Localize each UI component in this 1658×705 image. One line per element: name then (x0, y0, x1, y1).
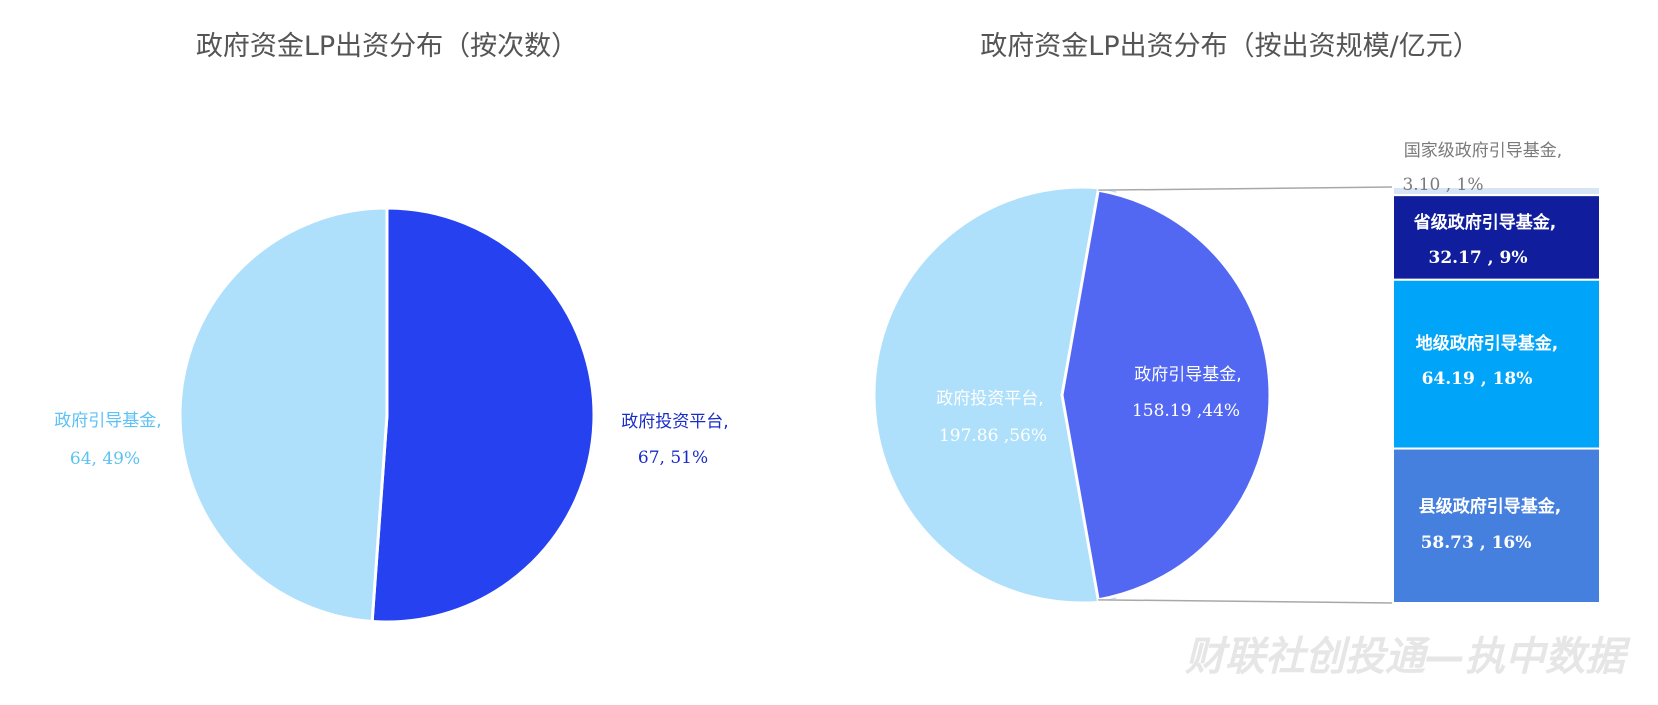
bar-label-national-name: 国家级政府引导基金, (1404, 141, 1562, 161)
pie2-slice-guide-fund (1060, 188, 1272, 602)
connector-top (1098, 186, 1394, 191)
bar-label-county-name: 县级政府引导基金, (1419, 496, 1561, 517)
bar-label-provincial-name: 省级政府引导基金, (1413, 212, 1556, 233)
pie2-label-platform-name: 政府投资平台, (936, 389, 1043, 409)
pie1-label-guide-fund-value: 64, 49% (70, 449, 140, 469)
bar-segment-county (1392, 447, 1601, 604)
pie1-label-guide-fund-name: 政府引导基金, (54, 411, 161, 431)
chart2-title: 政府资金LP出资分布（按出资规模/亿元） (980, 31, 1479, 62)
watermark-text: 财联社创投通—执中数据 (1185, 634, 1631, 680)
bar-label-county-value: 58.73 , 16% (1421, 533, 1532, 553)
pie1-slice-platform (370, 206, 596, 624)
chart1-title: 政府资金LP出资分布（按次数） (196, 31, 578, 62)
bar-label-prefecture-value: 64.19 , 18% (1422, 369, 1533, 389)
bar-segment-provincial (1392, 194, 1601, 281)
pie1-label-platform-value: 67, 51% (638, 448, 708, 468)
bar-label-prefecture-name: 地级政府引导基金, (1416, 333, 1558, 354)
pie-chart-scale (872, 185, 1272, 605)
bar-label-national-value: 3.10 , 1% (1402, 175, 1483, 195)
bar-of-pie-stack (1392, 186, 1601, 604)
pie2-label-guide-fund-name: 政府引导基金, (1134, 365, 1241, 385)
pie2-label-platform-value: 197.86 ,56% (939, 426, 1047, 446)
pie1-label-platform-name: 政府投资平台, (621, 412, 728, 432)
pie2-label-guide-fund-value: 158.19 ,44% (1132, 401, 1240, 421)
pie-chart-count (178, 206, 596, 624)
pie1-slice-guide-fund (178, 206, 389, 624)
connector-bottom (1098, 599, 1394, 604)
bar-label-provincial-value: 32.17 , 9% (1429, 248, 1528, 268)
pie2-slice-platform (872, 185, 1120, 605)
bar-of-pie-connectors (1098, 186, 1394, 604)
bar-segment-prefecture (1392, 278, 1601, 450)
